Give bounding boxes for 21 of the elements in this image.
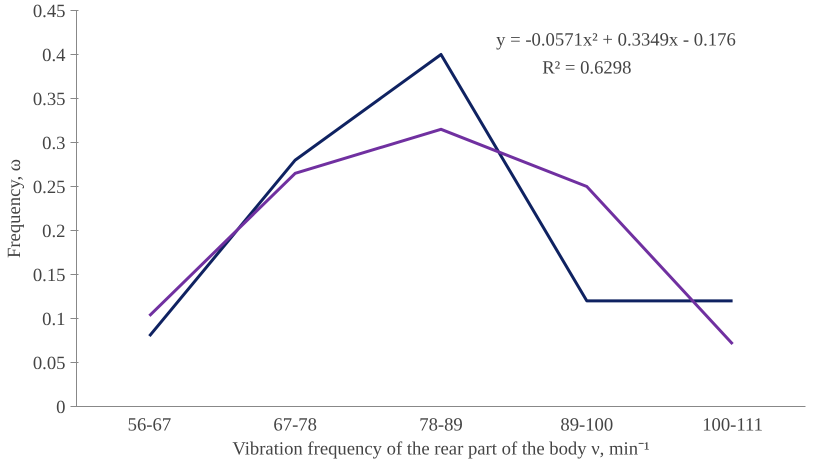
x-tick-label: 89-100 (560, 414, 614, 436)
line-series (148, 128, 734, 346)
annotation: y = -0.0571x² + 0.3349x - 0.176 (496, 30, 736, 51)
y-tick-label: 0 (56, 397, 66, 418)
y-tick-label: 0.15 (32, 265, 66, 286)
line-series (148, 53, 734, 338)
y-tick-label: 0.1 (42, 309, 66, 330)
y-tick-label: 0.05 (32, 353, 66, 374)
x-tick-label: 67-78 (273, 414, 317, 436)
y-tick-label: 0.4 (42, 45, 66, 66)
y-tick-label: 0.3 (42, 133, 66, 154)
annotation: R² = 0.6298 (542, 57, 632, 78)
y-axis-title: Frequency, ω (4, 158, 25, 258)
y-tick-label: 0.45 (32, 1, 66, 22)
x-tick-label: 56-67 (128, 414, 172, 436)
x-axis-title: Vibration frequency of the rear part of the body ν, min⁻¹ (232, 438, 650, 460)
y-tick-label: 0.35 (32, 89, 66, 110)
x-tick-label: 78-89 (419, 414, 463, 436)
x-tick-label: 100-111 (702, 414, 763, 436)
y-tick-label: 0.25 (32, 177, 66, 198)
y-tick-label: 0.2 (42, 221, 66, 242)
